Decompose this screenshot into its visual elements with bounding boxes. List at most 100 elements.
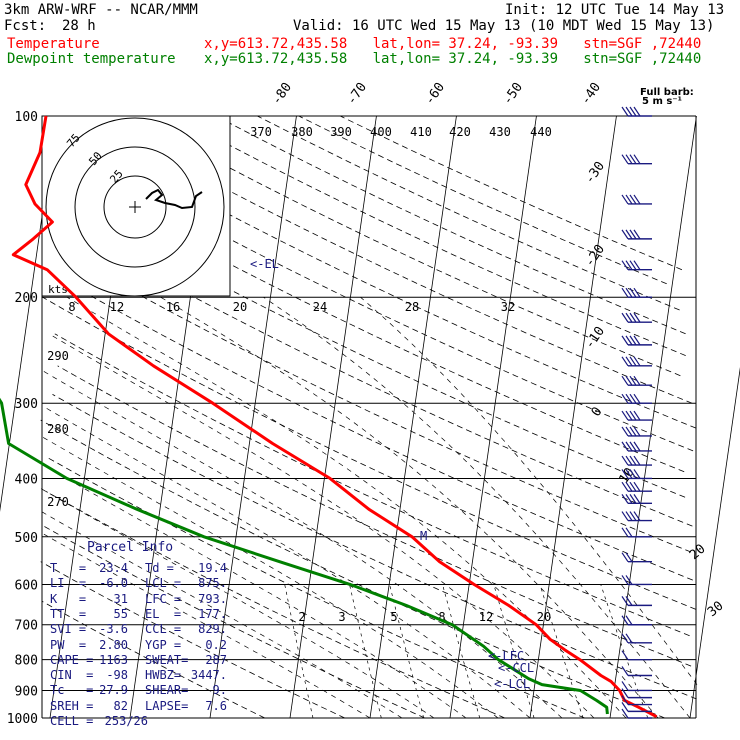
isotherm-label-30: 30 [705,599,727,621]
marker-el: <-EL [250,257,279,271]
dry-adiabat-440 [174,115,686,356]
dry-adiabat-420 [91,115,693,404]
isotherm-label--70: -70 [344,80,370,108]
forecast-hour: 28 h [62,18,96,34]
model-title: 3km ARW-WRF -- NCAR/MMM [4,2,198,18]
moist-adiabat-10 [45,407,531,719]
parcel-cell-0-3: 19.4 [198,561,227,575]
dry-adiabat-480 [340,115,683,271]
theta-label-380: 380 [291,125,313,139]
pressure-label-400: 400 [15,472,38,487]
isotherm-label--20: -20 [582,242,608,270]
parcel-cell-5-0: PW = [50,637,87,652]
hodograph-ring-0 [45,117,225,297]
wind-barb-750 [621,633,652,644]
parcel-cell-2-3: 793. [198,591,227,606]
wind-barb-1000 [621,708,652,719]
mixing-ratio-label-20: 20 [233,300,247,314]
isotherm-0 [449,115,537,719]
parcel-cell-9-2: LAPSE= [145,698,189,713]
parcel-cell-7-1: -98 [106,668,128,683]
dry-adiabat-390 [46,163,685,473]
parcel-cell-3-2: EL = [145,606,182,621]
parcel-cell-4-2: CCL = [145,622,182,637]
pressure-label-100: 100 [15,110,38,125]
theta-label-440: 440 [530,125,552,139]
parcel-cell-0-0: T = [50,561,87,575]
dry-adiabat-280 [45,490,505,719]
parcel-cell-3-1: 55 [113,606,128,621]
moist-adiabat-34 [360,296,698,685]
marker-lcl: <-LCL [494,677,530,691]
isotherm-30 [689,366,740,719]
marker-m: M [420,529,427,543]
temperature-legend: Temperature [7,36,100,52]
isotherm--10 [369,115,457,719]
wind-barb-220 [621,312,652,323]
mixing-ratio-5 [442,584,481,719]
parcel-cell-0-1: 23.4 [99,561,128,575]
parcel-cell-6-3: 287 [205,652,227,667]
theta-label-420: 420 [449,125,471,139]
parcel-cell-7-2: HWBZ= [145,668,182,683]
theta-label-370: 370 [250,125,272,139]
theta-label-270: 270 [47,495,69,509]
wind-barb-380 [621,455,652,466]
wind-barb-550 [621,552,652,563]
wind-barb-800 [621,650,652,661]
theta-label-430: 430 [489,125,511,139]
parcel-cell-6-1: 1163 [99,652,128,667]
mixing-ratio-label-16: 16 [166,300,180,314]
parcel-cell-1-0: LI = [50,576,87,591]
wind-barb-180 [621,260,652,271]
parcel-cell-4-3: 829. [198,622,227,637]
parcel-cell-2-0: K = [50,591,87,606]
wind-barb-850 [621,666,652,677]
wind-barb-900 [621,681,652,692]
isotherm--30 [209,115,297,719]
pressure-label-300: 300 [15,397,38,412]
pressure-label-200: 200 [15,291,38,306]
hodograph-ring-2 [103,175,167,239]
parcel-cell-5-3: 0.2 [205,637,227,652]
dewpoint-legend: Dewpoint temperature [7,51,176,67]
parcel-cell-9-1: 82 [113,698,128,713]
pressure-label-900: 900 [15,684,38,699]
wind-barb-160 [621,229,652,240]
wind-barb-360 [621,441,652,452]
temperature-location: x,y=613.72,435.58 lat,lon= 37.24, -93.39… [204,36,702,52]
parcel-cell-10-0: CELL = [50,714,94,728]
parcel-cell-8-1: 27.9 [99,683,128,698]
theta-label-400: 400 [370,125,392,139]
parcel-cell-5-2: YGP = [145,637,182,652]
moist-adiabat--10 [43,533,371,719]
parcel-cell-9-0: SREH = [50,698,94,713]
parcel-cell-8-2: SHEAR= [145,683,189,698]
pressure-label-1000: 1000 [7,712,38,727]
wind-barb-950 [621,695,652,706]
mixing-ratio-label-32: 32 [501,300,515,314]
marker-lfc: <-LFC [488,649,524,663]
mixing-ratio-label-24: 24 [313,300,327,314]
mixing-ratio-low-label-5: 5 [390,610,397,624]
dry-adiabat-340 [42,296,697,610]
isotherm-label--80: -80 [269,80,295,108]
wind-barb-925 [621,688,652,699]
mixing-ratio-label-28: 28 [405,300,419,314]
isotherm-label-0: 0 [589,404,606,419]
dry-adiabat-360 [67,254,692,553]
mixing-ratio-20 [600,584,649,719]
parcel-cell-1-3: 875. [198,576,227,591]
wind-barb-420 [621,481,652,492]
wind-barb-200 [621,287,652,298]
dry-adiabat-380 [71,203,686,498]
wind-barb-300 [621,393,652,404]
parcel-cell-7-0: CIN = [50,668,94,683]
init-time: Init: 12 UTC Tue 14 May 13 [505,2,725,18]
isotherm-20 [609,115,697,719]
barb-key-title: Full barb: [640,87,694,98]
moist-adiabat-18 [48,333,595,719]
moist-adiabat--6 [42,511,403,719]
parcel-cell-10-1: 253/26 [104,714,148,728]
